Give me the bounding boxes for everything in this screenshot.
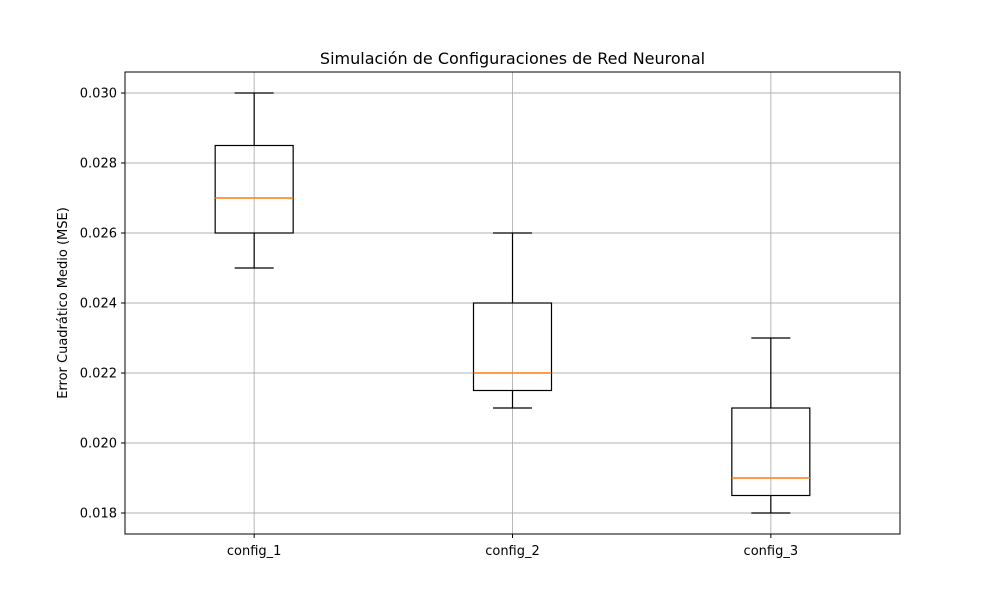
y-axis-label: Error Cuadrático Medio (MSE) bbox=[56, 207, 71, 399]
y-tick-label: 0.024 bbox=[80, 297, 117, 312]
x-tick-label: config_1 bbox=[227, 544, 282, 559]
y-tick-label: 0.022 bbox=[80, 367, 117, 382]
y-tick-label: 0.028 bbox=[80, 157, 117, 172]
boxes bbox=[214, 92, 811, 514]
iqr-box bbox=[731, 407, 811, 497]
box-config_3 bbox=[731, 337, 811, 514]
box-config_1 bbox=[214, 92, 294, 269]
y-tick-label: 0.030 bbox=[80, 87, 117, 102]
box-config_2 bbox=[472, 232, 553, 409]
iqr-box bbox=[214, 144, 294, 234]
plot-frame bbox=[124, 71, 901, 535]
y-tick-label: 0.026 bbox=[80, 227, 117, 242]
y-tick-label: 0.018 bbox=[80, 507, 117, 522]
ticks: 0.018 0.020 0.022 0.024 0.026 0.028 0.030 confi… bbox=[80, 87, 798, 560]
iqr-box bbox=[472, 302, 553, 392]
x-tick-label: config_2 bbox=[485, 544, 540, 559]
x-tick-label: config_3 bbox=[744, 544, 799, 559]
chart-title: Simulación de Configuraciones de Red Neu… bbox=[320, 49, 705, 68]
y-tick-label: 0.020 bbox=[80, 437, 117, 452]
